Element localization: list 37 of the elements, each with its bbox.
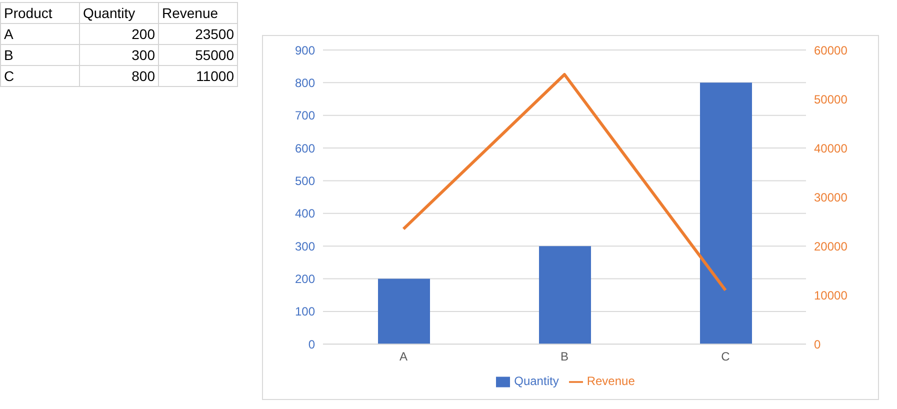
- y2-tick-label: 50000: [814, 92, 848, 106]
- bar: [700, 82, 752, 344]
- y-tick-label: 100: [294, 304, 316, 319]
- text: 23500: [158, 24, 238, 44]
- y2-tick-label: 20000: [814, 239, 848, 254]
- y2-tick-label: 40000: [814, 141, 848, 156]
- bar: [539, 246, 591, 344]
- text: A: [0, 24, 80, 44]
- text: Product: [0, 2, 80, 24]
- text: 55000: [158, 44, 238, 66]
- text: 200: [80, 24, 158, 44]
- x-tick-label: B: [560, 350, 569, 364]
- y-tick-label: 300: [294, 239, 316, 254]
- y-tick-label: 800: [294, 76, 316, 90]
- x-tick-label: A: [399, 350, 408, 364]
- y-tick-label: 0: [308, 337, 316, 352]
- y2-tick-label: 60000: [814, 43, 848, 58]
- text: Revenue: [158, 2, 238, 24]
- text: 800: [80, 66, 158, 86]
- x-tick-label: C: [721, 350, 730, 364]
- text: 300: [80, 44, 158, 66]
- legend-label: Quantity: [514, 374, 559, 388]
- y-tick-label: 500: [294, 174, 316, 188]
- y-tick-label: 400: [294, 206, 316, 221]
- y-tick-label: 600: [294, 141, 316, 156]
- y-tick-label: 200: [294, 272, 316, 286]
- text: Quantity: [80, 2, 158, 24]
- y-tick-label: 700: [294, 108, 316, 123]
- text: 11000: [158, 66, 238, 86]
- y-tick-label: 900: [294, 43, 316, 58]
- y2-tick-label: 10000: [814, 288, 848, 302]
- y2-tick-label: 30000: [814, 190, 848, 204]
- text: C: [0, 66, 80, 86]
- text: B: [0, 44, 80, 66]
- bar: [378, 278, 430, 344]
- legend-label: Revenue: [586, 374, 635, 388]
- y2-tick-label: 0: [814, 337, 821, 352]
